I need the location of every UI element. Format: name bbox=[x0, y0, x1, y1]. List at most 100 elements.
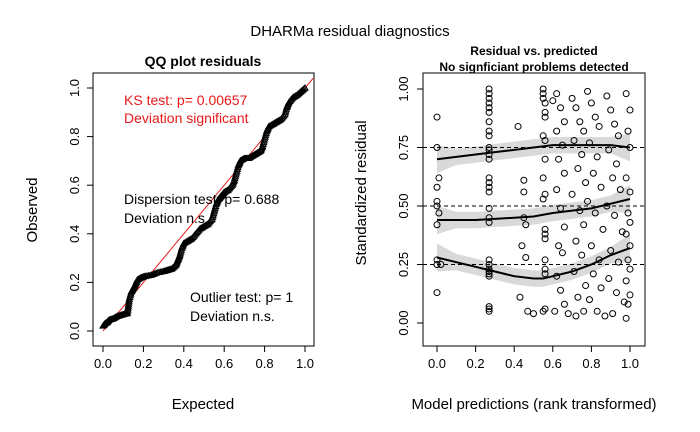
residual-point bbox=[626, 291, 634, 299]
qq-x-tick-label: 0.2 bbox=[134, 356, 152, 371]
residual-point bbox=[557, 104, 565, 112]
residual-point bbox=[570, 268, 578, 276]
residual-point bbox=[607, 246, 615, 254]
residual-point bbox=[485, 90, 493, 98]
residual-point bbox=[541, 225, 549, 233]
residual-point bbox=[553, 90, 561, 98]
residual-point bbox=[589, 169, 597, 177]
residual-point bbox=[485, 256, 493, 264]
residual-point bbox=[622, 90, 630, 98]
qq-point bbox=[211, 202, 220, 209]
residual-point bbox=[618, 228, 626, 236]
residual-point bbox=[587, 242, 595, 250]
qq-point bbox=[223, 186, 232, 194]
residual-point bbox=[580, 307, 588, 315]
residual-point bbox=[560, 300, 568, 308]
residual-point bbox=[599, 225, 607, 233]
residual-point bbox=[595, 122, 603, 130]
residual-point bbox=[591, 209, 599, 217]
qq-point bbox=[282, 105, 291, 112]
residual-point bbox=[558, 249, 566, 257]
qq-point bbox=[209, 211, 217, 219]
residual-point bbox=[580, 221, 588, 229]
qq-point bbox=[259, 140, 267, 147]
residual-point bbox=[564, 310, 572, 318]
residual-point bbox=[580, 127, 588, 135]
residual-point bbox=[574, 293, 582, 301]
residual-point bbox=[516, 293, 524, 301]
quantile-confidence-band bbox=[437, 234, 630, 287]
rp-y-tick-label: 0.75 bbox=[396, 135, 411, 160]
dispersion-test-line-1: Dispersion test: p= 0.688 bbox=[124, 191, 279, 207]
residual-point bbox=[572, 312, 580, 320]
qq-x-tick-label: 0.8 bbox=[256, 356, 274, 371]
qq-x-tick-label: 1.0 bbox=[296, 356, 314, 371]
residual-point bbox=[587, 99, 595, 107]
outlier-test-annotation: Outlier test: p= 1 Deviation n.s. bbox=[190, 289, 293, 324]
qq-y-tick-label: 0.4 bbox=[67, 225, 82, 243]
residual-point bbox=[624, 300, 632, 308]
residual-point bbox=[572, 237, 580, 245]
residual-point bbox=[485, 261, 493, 268]
residual-point bbox=[485, 132, 493, 140]
ks-test-line-2: Deviation significant bbox=[124, 110, 249, 126]
qq-point bbox=[260, 135, 269, 142]
residual-point bbox=[553, 186, 561, 194]
ks-test-line-1: KS test: p= 0.00657 bbox=[124, 92, 248, 108]
residual-point bbox=[539, 132, 547, 140]
residual-point bbox=[433, 197, 441, 205]
residual-point bbox=[522, 221, 530, 229]
residual-point bbox=[520, 188, 528, 196]
qq-point bbox=[125, 295, 134, 302]
qq-point bbox=[259, 138, 268, 146]
residual-point bbox=[541, 108, 549, 116]
qq-point bbox=[280, 110, 289, 118]
residual-point bbox=[437, 261, 445, 268]
residual-point bbox=[485, 268, 493, 276]
residual-point bbox=[609, 174, 617, 182]
residual-point bbox=[560, 223, 568, 231]
residual-point bbox=[433, 221, 441, 229]
residual-point bbox=[568, 94, 576, 102]
residual-point bbox=[485, 104, 493, 112]
residual-point bbox=[541, 113, 549, 121]
residual-point bbox=[485, 307, 493, 315]
residual-point bbox=[485, 305, 493, 313]
qq-point bbox=[253, 149, 262, 156]
residual-point bbox=[433, 183, 441, 191]
qq-plot-x-label: Expected bbox=[172, 396, 235, 413]
qq-point bbox=[124, 299, 133, 306]
rp-y-tick-label: 0.00 bbox=[396, 310, 411, 335]
qq-point bbox=[210, 206, 219, 213]
residual-point bbox=[549, 97, 557, 105]
residual-point bbox=[541, 136, 549, 144]
residual-point bbox=[539, 174, 547, 182]
rp-x-tick-label: 1.0 bbox=[621, 356, 639, 371]
residual-point bbox=[485, 151, 493, 159]
qq-point bbox=[176, 248, 185, 255]
qq-point bbox=[124, 300, 133, 308]
residual-point bbox=[614, 258, 622, 266]
qq-point bbox=[281, 108, 290, 116]
quantile-regression-curve bbox=[436, 247, 631, 280]
residual-point bbox=[622, 174, 630, 182]
residual-point bbox=[435, 174, 443, 182]
outlier-test-line-2: Deviation n.s. bbox=[190, 308, 275, 324]
qq-point bbox=[208, 215, 216, 222]
rp-x-tick-label: 0.2 bbox=[467, 356, 485, 371]
residual-point bbox=[560, 169, 568, 177]
residual-point bbox=[605, 275, 613, 283]
residual-point bbox=[622, 277, 630, 285]
residual-point bbox=[541, 155, 549, 163]
residual-point bbox=[582, 179, 590, 187]
residual-point bbox=[614, 132, 622, 140]
qq-plot-title: QQ plot residuals bbox=[145, 53, 262, 69]
rp-x-tick-label: 0.6 bbox=[544, 356, 562, 371]
residual-point bbox=[557, 204, 565, 212]
residual-plot-y-label: Standardized residual bbox=[353, 120, 370, 265]
residual-point bbox=[611, 211, 619, 219]
qq-point bbox=[301, 84, 309, 91]
residual-plot-title: Residual vs. predicted bbox=[470, 44, 597, 58]
residual-point bbox=[624, 256, 632, 264]
